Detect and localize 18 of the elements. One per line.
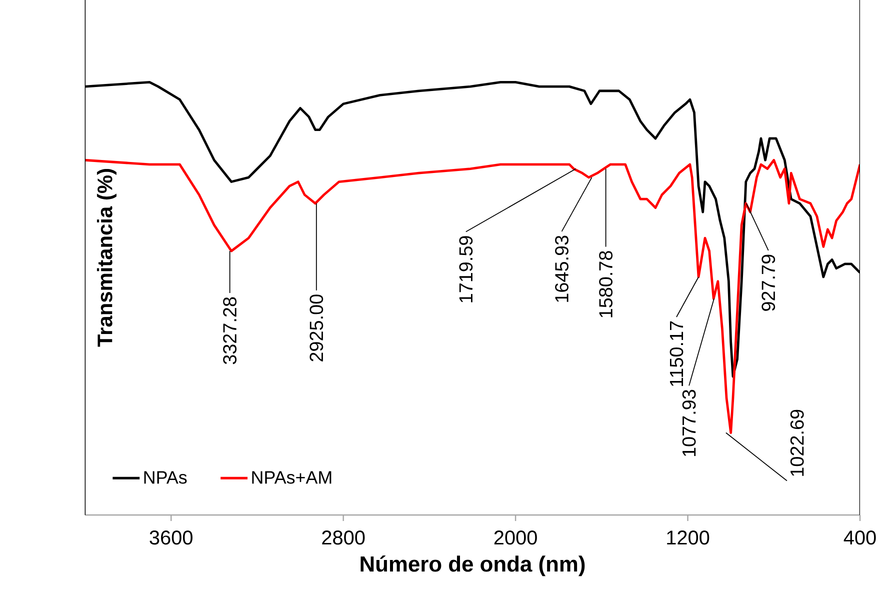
y-axis-title: Transmitancia (%) — [96, 169, 116, 347]
legend-label: NPAs+AM — [252, 471, 332, 484]
x-tick-label: 3600 — [150, 530, 192, 545]
x-tick-label: 2800 — [322, 530, 365, 545]
annotation: 1150.17 — [670, 321, 684, 386]
x-axis-title: Número de onda (nm) — [360, 555, 585, 576]
legend-label: NPAs — [144, 471, 187, 484]
annotation: 1719.59 — [459, 236, 473, 302]
annotation: 3327.28 — [223, 297, 237, 364]
annotation: 927.79 — [762, 254, 776, 311]
x-tick-label: 1200 — [667, 530, 710, 545]
x-tick-label: 400 — [844, 530, 876, 545]
annotation: 1580.78 — [599, 251, 613, 318]
annotation: 1022.69 — [790, 410, 804, 476]
annotation: 1645.93 — [555, 236, 568, 302]
annotation: 1077.93 — [682, 390, 696, 456]
x-tick-label: 2000 — [494, 530, 537, 545]
annotation: 2925.00 — [310, 294, 324, 362]
